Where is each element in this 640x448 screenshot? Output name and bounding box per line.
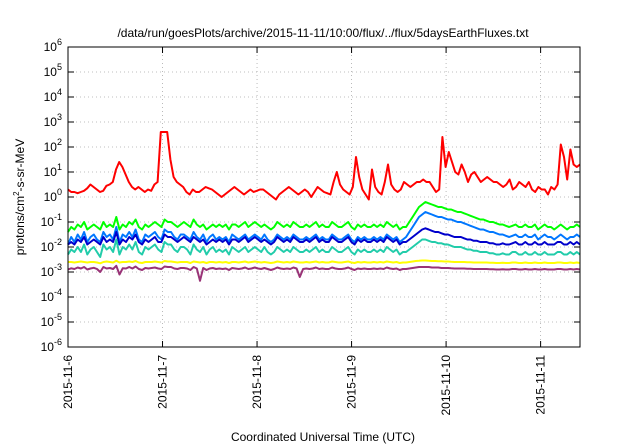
y-tick-label: 102 <box>44 137 62 154</box>
y-tick-label: 10-1 <box>41 212 62 229</box>
y-tick-exp: -2 <box>54 237 62 247</box>
y-tick-base: 10 <box>44 40 58 54</box>
y-tick-base: 10 <box>44 140 58 154</box>
y-tick-base: 10 <box>44 65 58 79</box>
series-line-7 <box>67 264 581 282</box>
y-tick-exp: -4 <box>54 287 62 297</box>
y-axis-label-sup: 2 <box>12 191 21 196</box>
y-axis-label-rest: -s-sr-MeV <box>13 139 27 192</box>
y-tick-base: 10 <box>44 190 58 204</box>
y-axis-label-base: protons/cm <box>13 196 27 255</box>
x-tick-label: 2015-11-6 <box>61 355 75 409</box>
y-tick-exp: 6 <box>57 37 62 47</box>
y-tick-label: 105 <box>44 62 62 79</box>
y-tick-exp: 2 <box>57 137 62 147</box>
series-line-4 <box>67 227 581 246</box>
x-tick-label: 2015-11-11 <box>534 355 548 415</box>
y-tick-base: 10 <box>41 215 55 229</box>
y-tick-base: 10 <box>41 290 55 304</box>
series-line-2 <box>67 201 581 233</box>
y-tick-base: 10 <box>41 340 55 354</box>
y-tick-exp: -6 <box>54 337 62 347</box>
y-tick-exp: 3 <box>57 112 62 122</box>
y-tick-label: 101 <box>44 162 62 179</box>
y-tick-label: 10-2 <box>41 237 62 254</box>
series-line-5 <box>67 238 581 258</box>
y-tick-exp: 0 <box>57 187 62 197</box>
y-tick-base: 10 <box>41 240 55 254</box>
y-tick-exp: -5 <box>54 312 62 322</box>
x-axis-label: Coordinated Universal Time (UTC) <box>231 430 415 444</box>
y-tick-exp: 5 <box>57 62 62 72</box>
y-tick-label: 106 <box>44 37 62 54</box>
x-tick-label: 2015-11-8 <box>250 355 264 409</box>
y-tick-label: 10-4 <box>41 287 62 304</box>
y-tick-label: 104 <box>44 87 62 104</box>
y-tick-label: 103 <box>44 112 62 129</box>
y-tick-label: 10-3 <box>41 262 62 279</box>
series-layer <box>67 131 581 282</box>
y-axis: 10-610-510-410-310-210-11001011021031041… <box>41 37 580 354</box>
y-tick-label: 10-5 <box>41 312 62 329</box>
x-tick-label: 2015-11-9 <box>345 355 359 409</box>
y-tick-exp: -1 <box>54 212 62 222</box>
y-tick-base: 10 <box>41 265 55 279</box>
x-tick-label: 2015-11-10 <box>439 355 453 416</box>
y-tick-exp: -3 <box>54 262 62 272</box>
y-tick-label: 10-6 <box>41 337 62 354</box>
chart-title: /data/run/goesPlots/archive/2015-11-11/1… <box>117 26 529 40</box>
grid-lines <box>68 47 580 347</box>
x-tick-label: 2015-11-7 <box>156 355 170 409</box>
series-line-6 <box>68 259 581 265</box>
y-axis-label: protons/cm2-s-sr-MeV <box>12 139 27 255</box>
y-tick-exp: 4 <box>57 87 62 97</box>
y-tick-exp: 1 <box>57 162 62 172</box>
y-tick-base: 10 <box>44 90 58 104</box>
series-line-3 <box>67 211 581 245</box>
series-line-1 <box>67 131 581 201</box>
y-tick-base: 10 <box>44 165 58 179</box>
y-tick-base: 10 <box>41 315 55 329</box>
y-tick-base: 10 <box>44 115 58 129</box>
y-tick-label: 100 <box>44 187 62 204</box>
x-axis: 2015-11-6 2015-11-7 2015-11-8 2015-11-9 2015… <box>61 47 548 416</box>
